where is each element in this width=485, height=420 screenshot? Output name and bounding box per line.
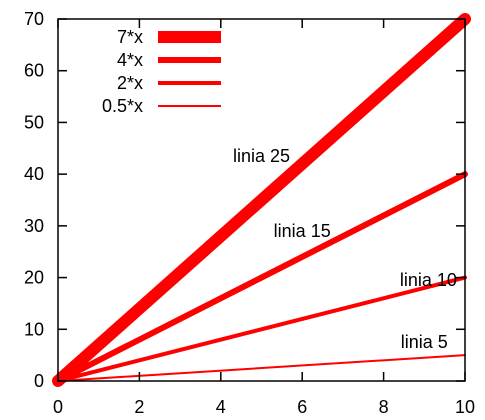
x-tick-label: 2 (134, 397, 144, 417)
y-tick-label: 50 (24, 112, 44, 132)
annotation-label: linia 10 (400, 270, 457, 290)
plot-frame (57, 18, 466, 382)
y-tick-label: 30 (24, 216, 44, 236)
y-tick-label: 70 (24, 9, 44, 29)
y-tick-label: 60 (24, 61, 44, 81)
y-tick-label: 10 (24, 319, 44, 339)
series-line-7xx (52, 13, 471, 387)
legend-label-0-5xx: 0.5*x (102, 96, 143, 116)
y-tick-label: 40 (24, 164, 44, 184)
x-tick-label: 4 (216, 397, 226, 417)
annotation-label: linia 5 (401, 332, 448, 352)
series-line-4xx (55, 171, 468, 384)
series-line-2xx (56, 275, 467, 383)
axis-ticks: 0 2 4 6 8 10 0 10 20 30 40 50 60 70 (24, 9, 475, 417)
legend-label-4xx: 4*x (117, 50, 143, 70)
x-tick-label: 6 (297, 397, 307, 417)
legend-label-2xx: 2*x (117, 73, 143, 93)
y-tick-label: 0 (34, 371, 44, 391)
annotations: linia 25 linia 15 linia 10 linia 5 (233, 146, 457, 352)
y-tick-label: 20 (24, 268, 44, 288)
x-tick-label: 10 (455, 397, 475, 417)
x-tick-label: 8 (379, 397, 389, 417)
series-line-0-5xx (57, 354, 466, 382)
legend: 7*x 4*x 2*x 0.5*x (102, 27, 221, 116)
annotation-label: linia 15 (274, 221, 331, 241)
legend-label-7xx: 7*x (117, 27, 143, 47)
series-lines (52, 13, 471, 387)
annotation-label: linia 25 (233, 146, 290, 166)
x-tick-label: 0 (53, 397, 63, 417)
